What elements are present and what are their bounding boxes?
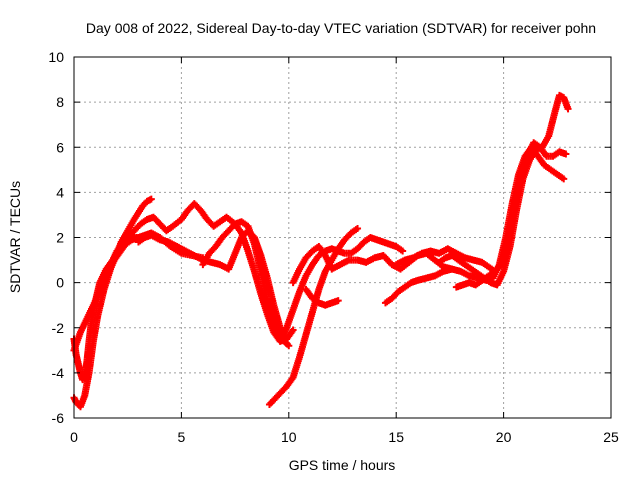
x-tick-label: 10 bbox=[281, 429, 297, 445]
series-arc-13 bbox=[435, 91, 572, 289]
data-point bbox=[289, 326, 297, 334]
data-point bbox=[334, 297, 342, 305]
x-tick-label: 25 bbox=[603, 429, 619, 445]
x-axis-label: GPS time / hours bbox=[289, 457, 396, 473]
y-tick-label: 8 bbox=[56, 94, 64, 110]
y-tick-label: -6 bbox=[52, 410, 65, 426]
y-tick-label: 10 bbox=[48, 49, 64, 65]
y-tick-label: 0 bbox=[56, 275, 64, 291]
data-point bbox=[491, 267, 499, 275]
data-point bbox=[354, 224, 362, 232]
y-tick-label: 2 bbox=[56, 230, 64, 246]
series-arc-8 bbox=[276, 234, 407, 345]
y-tick-label: 4 bbox=[56, 184, 64, 200]
series-arc-6 bbox=[199, 218, 291, 348]
y-tick-label: -2 bbox=[52, 320, 65, 336]
data-point bbox=[399, 247, 407, 255]
x-tick-label: 0 bbox=[70, 429, 78, 445]
chart-title: Day 008 of 2022, Sidereal Day-to-day VTE… bbox=[86, 20, 596, 36]
x-tick-label: 15 bbox=[388, 429, 404, 445]
series-arc-9 bbox=[289, 243, 456, 287]
series-arc-1 bbox=[70, 234, 142, 384]
series-arc-10 bbox=[302, 285, 342, 309]
data-point bbox=[147, 195, 155, 203]
data-point bbox=[283, 340, 291, 348]
series-arc-14 bbox=[452, 267, 499, 291]
x-tick-label: 5 bbox=[178, 429, 186, 445]
x-tick-label: 20 bbox=[496, 429, 512, 445]
axis-ticks: 0 5 10 15 20 25 -6 -4 -2 0 2 4 6 8 10 bbox=[48, 49, 619, 445]
data-point bbox=[562, 150, 570, 158]
data-point bbox=[560, 175, 568, 183]
y-tick-label: 6 bbox=[56, 139, 64, 155]
y-axis-label: SDTVAR / TECUs bbox=[7, 181, 23, 293]
y-tick-label: -4 bbox=[52, 365, 65, 381]
data-point bbox=[564, 105, 572, 113]
data-layer bbox=[70, 91, 572, 411]
